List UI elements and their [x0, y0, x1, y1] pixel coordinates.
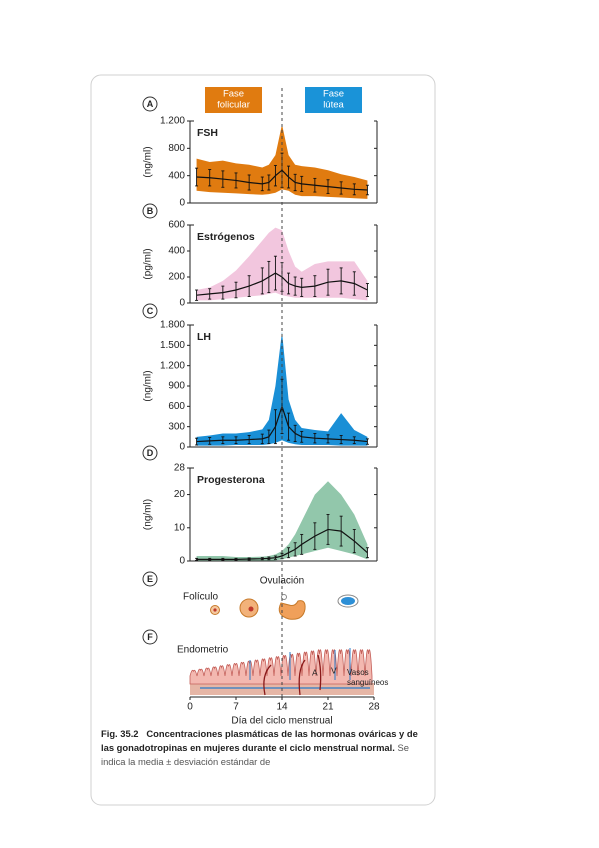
y-tick-label: 200: [168, 272, 185, 283]
panel-letter-circle: [142, 303, 158, 319]
endometrium-label: Endometrio: [177, 645, 229, 656]
caption-bold: Concentraciones plasmáticas de las hormo…: [101, 728, 418, 753]
phase-label: Fase: [323, 89, 344, 100]
y-tick-label: 800: [168, 143, 185, 154]
corpus-luteum: [341, 597, 355, 605]
x-tick-label: 28: [368, 702, 380, 713]
y-tick-label: 0: [179, 556, 185, 567]
endometrium: [189, 649, 373, 685]
y-axis-label: (ng/ml): [143, 370, 154, 401]
y-tick-label: 1.500: [160, 340, 185, 351]
card: [90, 74, 436, 806]
y-tick-label: 600: [168, 401, 185, 412]
panel-letter-circle: [142, 96, 158, 112]
panel-letter-circle: [142, 571, 158, 587]
ruptured-follicle: [278, 600, 306, 620]
y-axis-label: (ng/ml): [143, 146, 154, 177]
oocyte: [213, 608, 217, 612]
caption-label: Fig. 35.2: [101, 728, 139, 739]
y-tick-label: 1.200: [160, 360, 185, 371]
caption-text: Se indica la media ± desviación estándar…: [101, 742, 409, 767]
ovum: [281, 594, 287, 600]
panel-title: Estrógenos: [197, 231, 255, 243]
panel-letter: A: [147, 99, 154, 109]
panel-letter-circle: [142, 629, 158, 645]
artery-label: A: [312, 667, 318, 677]
y-tick-label: 0: [179, 298, 185, 309]
x-tick-label: 14: [276, 702, 288, 713]
y-tick-label: 1.800: [160, 320, 185, 331]
x-tick-label: 0: [187, 702, 193, 713]
panel-title: Progesterona: [197, 474, 265, 486]
panel-letter: B: [147, 206, 154, 216]
ovulation-label: Ovulación: [260, 576, 304, 587]
panel-letter: E: [147, 574, 153, 584]
vessels-label: sanguíneos: [347, 678, 388, 687]
vessels-label: Vasos: [347, 668, 369, 677]
y-tick-label: 600: [168, 220, 185, 231]
x-tick-label: 7: [233, 702, 239, 713]
y-tick-label: 1.200: [160, 116, 185, 127]
panel-letter-circle: [142, 203, 158, 219]
y-tick-label: 20: [174, 489, 186, 500]
gland-vein: [249, 648, 351, 680]
y-tick-label: 400: [168, 246, 185, 257]
y-tick-label: 0: [179, 442, 185, 453]
y-tick-label: 900: [168, 381, 185, 392]
phase-box: [305, 87, 362, 113]
y-tick-label: 10: [174, 522, 186, 533]
y-tick-label: 0: [179, 198, 185, 209]
x-axis-label: Día del ciclo menstrual: [231, 716, 332, 727]
oocyte: [248, 606, 254, 612]
x-tick-label: 21: [322, 702, 334, 713]
y-tick-label: 28: [174, 463, 186, 474]
caption: Fig. 35.2 Concentraciones plasmáticas de…: [101, 727, 419, 769]
panel-letter: D: [147, 448, 154, 458]
panel-title: LH: [197, 331, 211, 343]
range-band: [196, 481, 368, 561]
panel-title: FSH: [197, 127, 218, 139]
panel-letter-circle: [142, 445, 158, 461]
vein-label: V: [331, 665, 337, 675]
phase-label: lútea: [323, 100, 344, 111]
phase-label: Fase: [223, 89, 244, 100]
y-axis-label: (pg/ml): [143, 248, 154, 279]
y-tick-label: 400: [168, 170, 185, 181]
phase-box: [205, 87, 262, 113]
panel-letter: F: [147, 632, 153, 642]
follicle-label: Folículo: [183, 592, 218, 603]
phase-label: folicular: [217, 100, 250, 111]
panel-letter: C: [147, 306, 154, 316]
mean-line: [196, 169, 368, 191]
y-axis-label: (ng/ml): [143, 499, 154, 530]
artery-line: [263, 654, 322, 696]
y-tick-label: 300: [168, 421, 185, 432]
